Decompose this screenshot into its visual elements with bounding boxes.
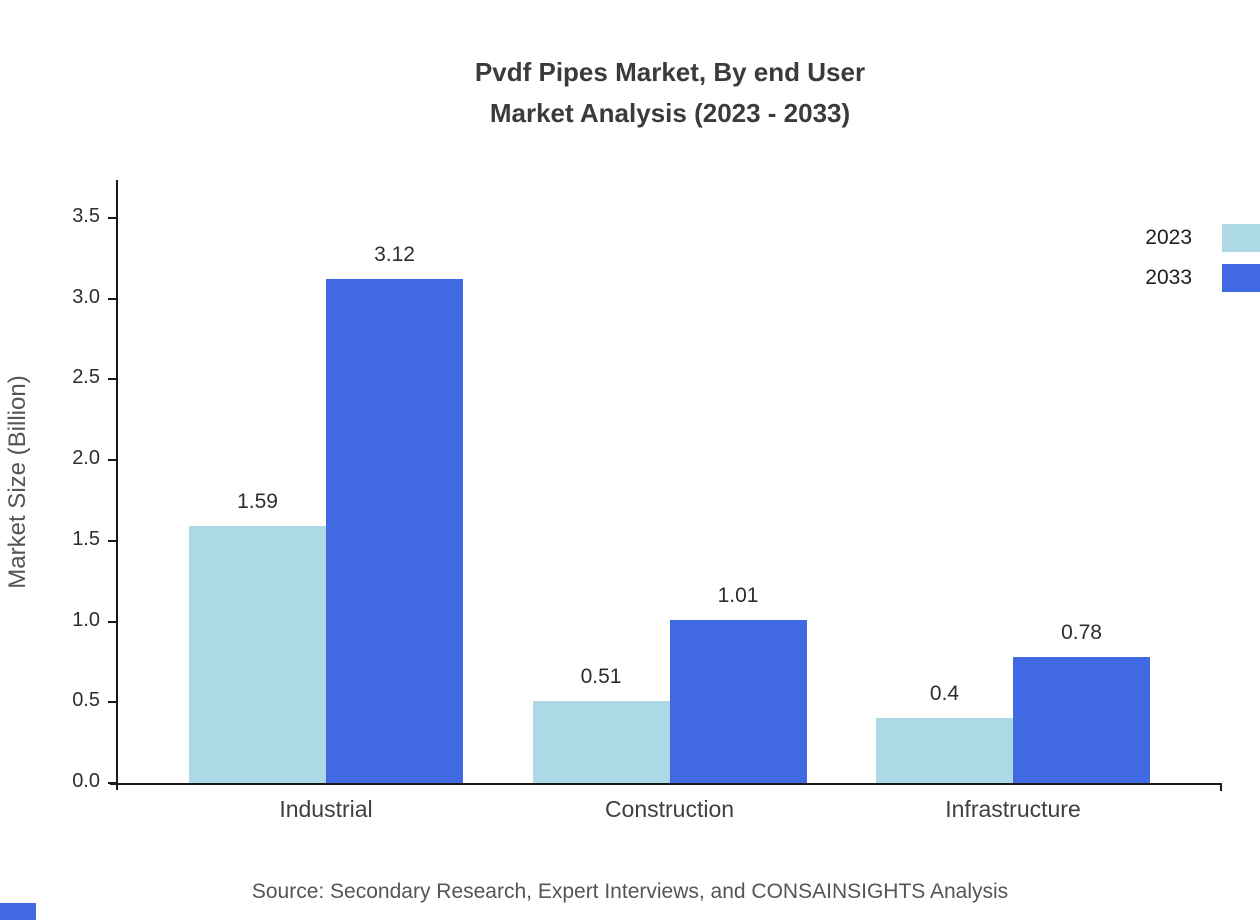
bar-value-label: 0.4	[929, 682, 960, 706]
x-axis-line	[110, 783, 1222, 785]
y-tick-mark	[108, 701, 116, 704]
y-tick-mark	[108, 782, 116, 784]
y-tick-label: 2.5	[72, 366, 100, 389]
bar-2023-infrastructure	[876, 718, 1013, 783]
y-tick-label: 3.0	[72, 285, 100, 308]
y-tick-mark	[108, 459, 116, 462]
x-category-label: Construction	[604, 796, 735, 822]
y-tick-label: 2.0	[72, 447, 100, 470]
corner-accent-mark	[0, 903, 36, 920]
y-axis-line	[116, 180, 118, 790]
bar-2023-industrial	[189, 526, 326, 783]
bar-value-label: 1.01	[717, 583, 759, 607]
bar-2023-construction	[532, 700, 670, 783]
bar-value-label: 1.59	[237, 490, 278, 514]
bar-value-label: 0.78	[1061, 621, 1102, 645]
chart-title-line2: Market Analysis (2023 - 2033)	[489, 98, 851, 128]
bar-value-label: 3.12	[374, 243, 415, 267]
chart-title-line1: Pvdf Pipes Market, By end User	[474, 57, 866, 87]
y-tick-mark	[108, 378, 116, 381]
bar-value-label: 0.51	[580, 664, 622, 688]
y-tick-label: 1.0	[72, 608, 100, 631]
legend-swatch-2033	[1222, 264, 1260, 292]
bar-2033-industrial	[326, 279, 463, 783]
y-tick-label: 1.5	[72, 527, 100, 550]
legend-swatch-2023	[1222, 224, 1260, 252]
y-tick-mark	[108, 539, 116, 542]
chart-title: Pvdf Pipes Market, By end User Market An…	[80, 52, 1260, 134]
source-attribution: Source: Secondary Research, Expert Inter…	[251, 880, 1009, 903]
legend-label-2023: 2023	[1145, 226, 1192, 249]
x-category-label: Industrial	[279, 796, 373, 822]
x-category-label: Infrastructure	[945, 796, 1081, 822]
y-tick-label: 0.0	[72, 770, 100, 792]
y-tick-label: 0.5	[72, 689, 100, 712]
x-axis-end-tick	[1220, 783, 1222, 791]
bar-2033-infrastructure	[1013, 657, 1150, 783]
y-tick-mark	[108, 620, 116, 623]
y-tick-label: 3.5	[72, 205, 100, 227]
y-tick-mark	[108, 297, 116, 300]
y-tick-mark	[108, 217, 116, 219]
bar-2033-construction	[669, 619, 807, 783]
legend-label-2033: 2033	[1145, 266, 1192, 289]
